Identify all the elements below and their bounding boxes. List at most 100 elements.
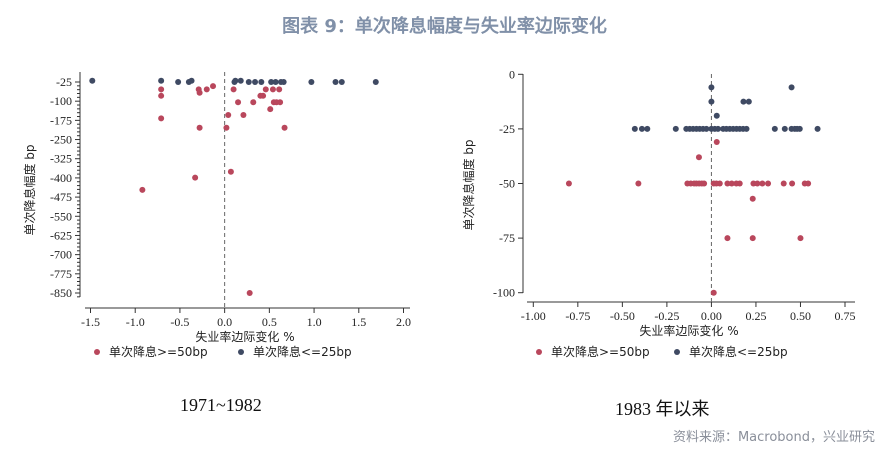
- data-point: [771, 125, 778, 132]
- data-point: [728, 180, 735, 187]
- data-point: [710, 289, 717, 296]
- legend-label: 单次降息<=25bp: [253, 344, 352, 359]
- data-point: [272, 79, 279, 85]
- data-point: [743, 125, 750, 132]
- data-point: [759, 180, 766, 187]
- caption-right: 1983 年以来: [615, 399, 710, 419]
- data-point: [749, 235, 756, 242]
- x-tick-label: -0.50: [610, 309, 635, 323]
- y-tick-label: -700: [50, 248, 72, 262]
- data-point: [232, 77, 239, 84]
- data-point: [338, 79, 345, 85]
- data-point: [372, 79, 379, 85]
- data-point: [158, 86, 165, 93]
- data-point: [158, 92, 165, 99]
- data-point: [139, 186, 146, 193]
- x-tick-label: -0.75: [565, 309, 590, 323]
- data-point: [724, 180, 731, 187]
- data-point: [708, 84, 715, 91]
- data-point: [252, 79, 259, 85]
- data-point: [269, 86, 276, 93]
- x-tick-label: -1.0: [126, 315, 145, 329]
- data-point: [814, 125, 821, 132]
- data-point: [308, 79, 315, 85]
- y-tick-label: -175: [50, 113, 72, 127]
- data-point: [223, 124, 230, 131]
- x-tick-label: 0.50: [790, 309, 811, 323]
- data-point: [192, 174, 199, 181]
- data-point: [280, 79, 287, 85]
- data-point: [210, 83, 217, 90]
- legend-marker: [674, 349, 680, 355]
- data-point: [260, 92, 267, 99]
- data-point: [196, 89, 203, 96]
- y-tick-label: -625: [50, 228, 72, 242]
- data-point: [796, 125, 803, 132]
- legend-marker: [536, 349, 542, 355]
- data-point: [262, 86, 269, 93]
- x-tick-label: 2.0: [396, 315, 411, 329]
- data-point: [240, 111, 247, 118]
- x-tick-label: 0.75: [835, 309, 856, 323]
- y-tick-label: -325: [50, 152, 72, 166]
- legend-marker: [238, 349, 244, 355]
- x-axis-label: 失业率边际变化 %: [195, 329, 294, 344]
- x-tick-label: 0.5: [262, 315, 277, 329]
- y-tick-label: -775: [50, 267, 72, 281]
- data-point: [158, 77, 165, 84]
- y-tick-label: -25: [499, 122, 515, 136]
- data-point: [203, 86, 210, 93]
- y-tick-label: -250: [50, 133, 72, 147]
- legend-label: 单次降息>=50bp: [109, 344, 208, 359]
- x-axis-label: 失业率边际变化 %: [639, 323, 738, 338]
- x-tick-label: 1.5: [351, 315, 366, 329]
- data-point: [188, 77, 195, 84]
- legend-label: 单次降息>=50bp: [551, 344, 650, 359]
- data-point: [716, 180, 723, 187]
- legend-label: 单次降息<=25bp: [689, 344, 788, 359]
- data-point: [237, 77, 244, 84]
- data-point: [230, 86, 237, 93]
- data-point: [565, 180, 572, 187]
- data-point: [235, 99, 242, 106]
- data-point: [277, 99, 284, 106]
- data-point: [701, 180, 708, 187]
- data-point: [245, 79, 252, 85]
- data-point: [332, 79, 339, 85]
- figure-title: 图表 9：单次降息幅度与失业率边际变化: [282, 16, 607, 37]
- data-point: [695, 154, 702, 161]
- data-point: [225, 111, 232, 118]
- y-tick-label: -475: [50, 190, 72, 204]
- y-axis-label: 单次降息幅度 bp: [22, 144, 37, 235]
- data-point: [754, 180, 761, 187]
- data-point: [158, 115, 165, 122]
- x-tick-label: 0.0: [217, 315, 232, 329]
- x-tick-label: -1.5: [81, 315, 100, 329]
- data-point: [713, 112, 720, 119]
- y-tick-label: -25: [56, 75, 72, 89]
- x-tick-label: -0.25: [654, 309, 679, 323]
- data-point: [175, 79, 182, 85]
- data-point: [268, 79, 275, 85]
- data-point: [267, 106, 274, 113]
- data-point: [740, 98, 747, 105]
- data-point: [715, 125, 722, 132]
- data-point: [635, 180, 642, 187]
- data-point: [196, 124, 203, 131]
- data-point: [745, 98, 752, 105]
- data-point: [703, 125, 710, 132]
- data-point: [805, 180, 812, 187]
- y-tick-label: -100: [493, 286, 515, 300]
- data-point: [797, 235, 804, 242]
- data-point: [788, 84, 795, 91]
- data-point: [780, 180, 787, 187]
- data-point: [736, 180, 743, 187]
- data-point: [631, 125, 638, 132]
- data-point: [708, 98, 715, 105]
- x-tick-label: 0.00: [701, 309, 722, 323]
- y-tick-label: -400: [50, 171, 72, 185]
- data-point: [765, 180, 772, 187]
- data-point: [250, 99, 257, 106]
- data-point: [258, 79, 265, 85]
